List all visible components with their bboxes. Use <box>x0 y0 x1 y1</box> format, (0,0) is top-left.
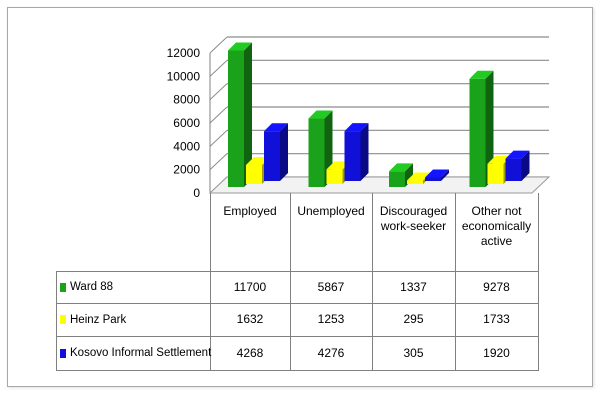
bar-front <box>264 131 280 181</box>
chart-floor <box>208 176 551 194</box>
bar-top <box>469 70 494 79</box>
bar-top <box>344 123 369 132</box>
bar <box>344 123 369 181</box>
gridline-side <box>209 129 228 147</box>
y-tick-label: 10000 <box>167 69 201 83</box>
gridline-side <box>209 83 228 101</box>
bar-side <box>485 70 494 187</box>
bar-top <box>425 169 449 178</box>
bar-front <box>469 78 486 187</box>
bar-side <box>280 123 288 181</box>
y-tick-label: 6000 <box>173 116 200 130</box>
gridline-side <box>209 153 228 171</box>
bar <box>425 169 449 181</box>
bar <box>308 110 333 187</box>
bar-front <box>487 163 504 184</box>
bar-top <box>264 123 288 132</box>
bar-front <box>425 177 441 181</box>
bar <box>264 123 288 181</box>
bar-top <box>505 150 530 159</box>
bar-side <box>441 169 449 181</box>
bar-front <box>344 131 361 181</box>
bar-front <box>389 171 405 187</box>
bar-top <box>228 42 252 51</box>
bar-side <box>244 42 252 187</box>
y-tick-label: 12000 <box>167 46 201 60</box>
y-tick-label: 8000 <box>173 93 200 107</box>
y-tick-label: 0 <box>193 186 200 200</box>
gridline-side <box>209 106 228 124</box>
bar-front <box>407 180 423 184</box>
bar <box>469 70 494 187</box>
bar-front <box>505 158 522 181</box>
bar-side <box>360 123 369 181</box>
bar-front <box>228 50 244 187</box>
bar-front <box>326 169 343 184</box>
bar <box>228 42 252 187</box>
bar-front <box>246 164 262 184</box>
y-tick-label: 4000 <box>173 139 200 153</box>
bar <box>505 150 530 181</box>
bar-top <box>389 163 413 172</box>
bar-top <box>308 110 333 119</box>
bar-front <box>308 118 325 187</box>
chart-frame <box>7 7 593 387</box>
y-tick-label: 2000 <box>173 163 200 177</box>
gridline-side <box>209 59 228 77</box>
bar-side <box>521 150 530 181</box>
gridline-side <box>209 36 228 54</box>
